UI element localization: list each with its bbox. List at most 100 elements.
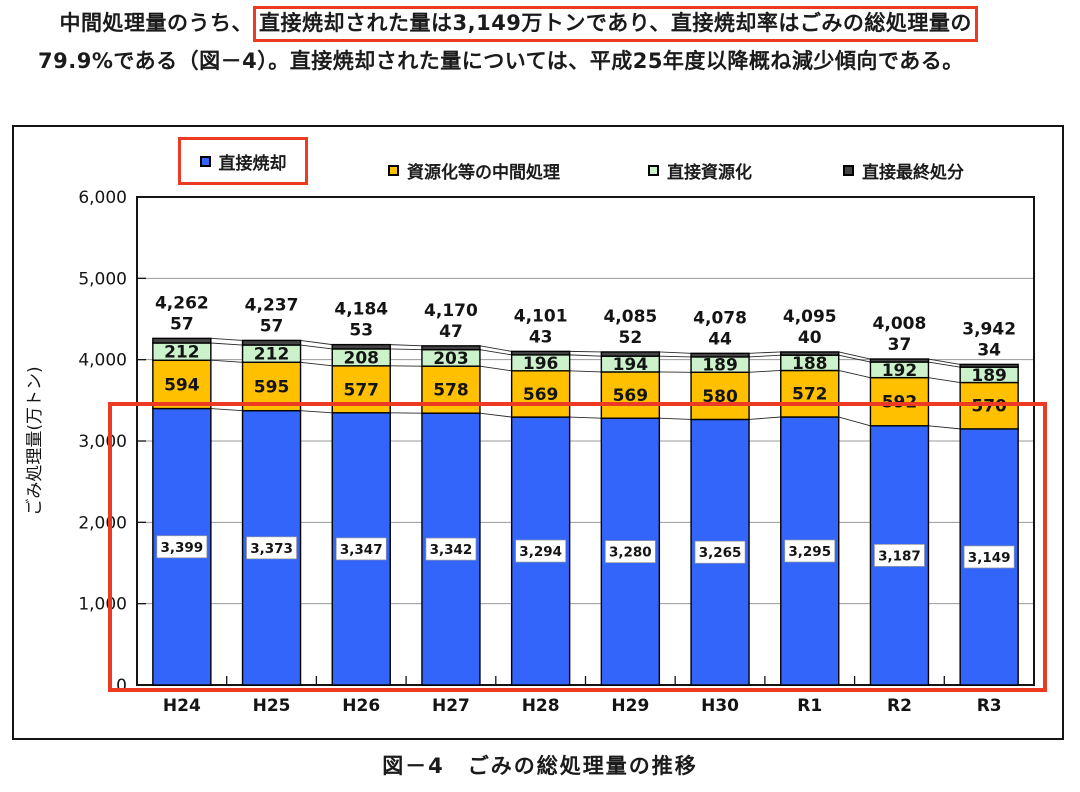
series-connector-line xyxy=(479,365,512,372)
x-tick-label-R1: R1 xyxy=(797,696,822,716)
series-connector-line xyxy=(569,370,602,373)
incineration-label-R1: 3,295 xyxy=(788,544,831,560)
chart-frame: 直接焼却 資源化等の中間処理 直接資源化 直接最終処分 0 1,000 2,000 3… xyxy=(12,125,1064,740)
intermediate-label-R2: 592 xyxy=(882,393,918,413)
legend-label-direct-incineration: 直接焼却 xyxy=(218,153,287,174)
incineration-label-box-H27 xyxy=(425,537,477,561)
series-connector-line xyxy=(479,412,512,418)
final-disposal-label-R2: 37 xyxy=(888,335,912,355)
legend-marker-direct-final-disposal xyxy=(843,165,854,176)
bar-H30-intermediate-processing xyxy=(690,371,750,421)
x-tick-label-R3: R3 xyxy=(977,696,1002,716)
series-connector-line xyxy=(659,417,692,420)
incineration-label-box-H26 xyxy=(335,537,387,561)
incineration-label-H30: 3,265 xyxy=(699,545,742,561)
incineration-label-box-H28 xyxy=(515,539,566,563)
legend-label-direct-final-disposal: 直接最終処分 xyxy=(862,163,964,183)
x-tick-label-H30: H30 xyxy=(701,696,739,716)
legend-item-direct-incineration: 直接焼却 xyxy=(199,149,287,174)
total-label-H29: 4,085 xyxy=(603,307,657,327)
legend-marker-direct-recycling xyxy=(648,165,659,176)
bar-R1-direct-final-disposal xyxy=(780,351,840,356)
incineration-label-H25: 3,373 xyxy=(250,541,293,557)
incineration-label-box-R3 xyxy=(963,545,1015,569)
final-disposal-label-H29: 52 xyxy=(619,328,643,348)
final-disposal-label-H27: 47 xyxy=(439,322,463,342)
legend-item-intermediate-processing: 資源化等の中間処理 xyxy=(388,158,560,183)
series-connector-line xyxy=(210,408,243,412)
incineration-label-H29: 3,280 xyxy=(609,545,652,561)
paragraph-line-2: 79.9%である（図－4）。直接焼却された量については、平成25年度以降概ね減少… xyxy=(38,49,964,73)
series-connector-line xyxy=(928,358,961,365)
series-connector-line xyxy=(300,361,333,367)
total-label-H24: 4,262 xyxy=(155,293,209,313)
incineration-label-H28: 3,294 xyxy=(519,544,562,560)
bar-H28-intermediate-processing xyxy=(510,370,571,418)
total-label-H25: 4,237 xyxy=(245,295,299,315)
intermediate-label-H26: 577 xyxy=(344,380,380,400)
y-tick-label: 0 xyxy=(116,676,127,696)
x-tick-label-H28: H28 xyxy=(522,696,560,716)
final-disposal-label-H24: 57 xyxy=(170,314,194,334)
series-connector-line xyxy=(838,354,871,363)
bar-H24-direct-final-disposal xyxy=(152,337,212,344)
series-connector-line xyxy=(300,344,333,350)
incineration-label-box-H29 xyxy=(604,540,656,563)
final-disposal-label-H30: 44 xyxy=(708,329,732,349)
legend-label-direct-recycling: 直接資源化 xyxy=(667,163,752,183)
series-connector-line xyxy=(300,339,333,346)
total-label-R3: 3,942 xyxy=(962,319,1016,339)
y-tick-label: 6,000 xyxy=(78,188,127,208)
series-connector-line xyxy=(928,425,961,430)
series-connector-line xyxy=(838,370,871,379)
x-tick-label-H25: H25 xyxy=(253,696,291,716)
x-tick-label-H24: H24 xyxy=(163,696,201,716)
series-connector-line xyxy=(479,345,512,352)
bar-H29-intermediate-processing xyxy=(600,371,661,419)
intermediate-label-H27: 578 xyxy=(433,381,469,401)
paragraph-line1-highlight: 直接焼却された量は3,149万トンであり、直接焼却率はごみの総処理量の xyxy=(259,11,972,35)
final-disposal-label-H25: 57 xyxy=(260,316,284,336)
series-connector-line xyxy=(749,416,781,420)
direct-recycling-label-H26: 208 xyxy=(344,348,380,368)
series-connector-line xyxy=(569,350,602,353)
x-tick-label-H29: H29 xyxy=(611,696,649,716)
incineration-label-H27: 3,342 xyxy=(430,542,473,558)
incineration-label-R2: 3,187 xyxy=(878,548,921,564)
intermediate-label-H24: 594 xyxy=(164,375,200,395)
total-label-R1: 4,095 xyxy=(783,307,837,327)
intro-paragraph: 中間処理量のうち、 直接焼却された量は3,149万トンであり、直接焼却率はごみの総… xyxy=(38,4,1052,80)
total-label-R2: 4,008 xyxy=(873,314,927,334)
highlighted-text-box: 直接焼却された量は3,149万トンであり、直接焼却率はごみの総処理量の xyxy=(253,6,978,42)
y-tick-label: 5,000 xyxy=(78,269,127,289)
series-connector-line xyxy=(659,351,692,354)
legend-highlight-box: 直接焼却 xyxy=(178,137,308,185)
bar-H24-intermediate-processing xyxy=(152,359,212,410)
y-axis-title: ごみ処理量(万トン) xyxy=(25,366,45,515)
series-connector-line xyxy=(749,370,781,373)
series-connector-line xyxy=(569,354,602,357)
y-tick-label: 4,000 xyxy=(78,351,127,371)
series-connector-line xyxy=(838,416,871,427)
series-connector-line xyxy=(479,349,512,356)
direct-recycling-label-R1: 188 xyxy=(792,354,828,374)
paragraph-line1-prefix: 中間処理量のうち、 xyxy=(59,11,253,35)
y-tick-label: 2,000 xyxy=(78,513,127,533)
bar-H30-direct-final-disposal xyxy=(690,352,750,358)
direct-recycling-label-H30: 189 xyxy=(702,356,738,376)
series-connector-line xyxy=(928,361,961,368)
legend-item-direct-recycling: 直接資源化 xyxy=(648,158,752,183)
series-connector-line xyxy=(390,348,422,351)
x-tick-label-H26: H26 xyxy=(342,696,380,716)
intermediate-label-R3: 570 xyxy=(971,397,1007,417)
incineration-label-H26: 3,347 xyxy=(340,542,383,558)
direct-recycling-label-R3: 189 xyxy=(971,366,1007,386)
series-connector-line xyxy=(928,377,961,383)
incineration-label-box-R1 xyxy=(784,539,836,563)
series-connector-line xyxy=(390,344,422,347)
y-tick-label: 1,000 xyxy=(78,595,127,615)
x-tick-label-R2: R2 xyxy=(887,696,912,716)
bar-R2-direct-final-disposal xyxy=(869,358,930,363)
incineration-label-H24: 3,399 xyxy=(160,540,203,556)
direct-recycling-label-H29: 194 xyxy=(613,355,649,375)
